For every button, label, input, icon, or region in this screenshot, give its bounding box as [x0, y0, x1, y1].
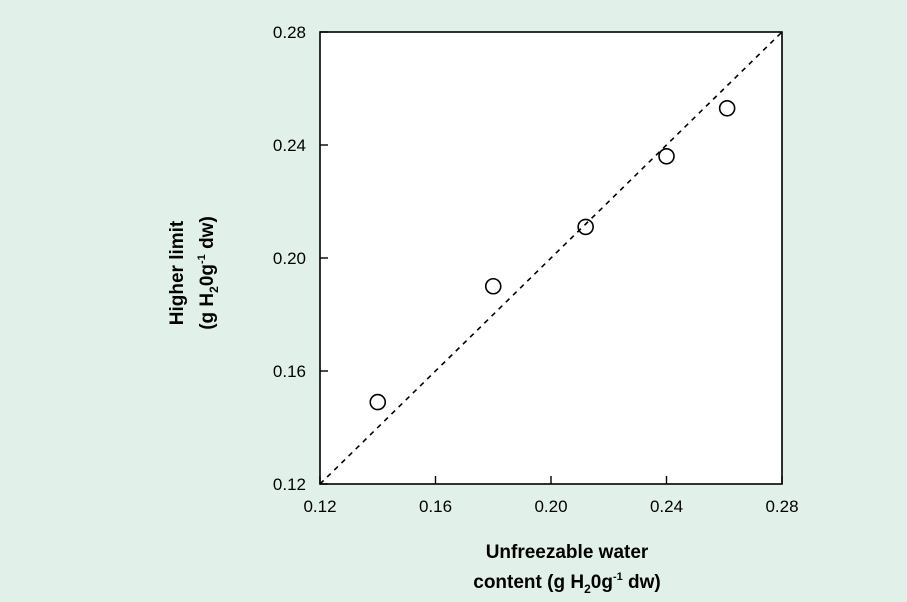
y-tick-label: 0.16 — [273, 362, 306, 381]
x-tick-label: 0.20 — [534, 497, 567, 516]
x-axis-title-line1: Unfreezable water — [486, 542, 649, 563]
plot-area: 0.12 0.16 0.20 0.24 0.28 0.12 0.16 0.20 0.24 0.2… — [273, 23, 799, 516]
y-tick-label: 0.20 — [273, 249, 306, 268]
x-tick-label: 0.12 — [303, 497, 336, 516]
y-tick-label: 0.12 — [273, 475, 306, 494]
data-point — [718, 99, 736, 117]
data-point — [369, 393, 387, 411]
x-tick-label: 0.28 — [765, 497, 798, 516]
x-tick-label: 0.24 — [650, 497, 683, 516]
data-point — [484, 277, 502, 295]
x-axis-title-line2: content (g H20g-1 dw) — [473, 571, 660, 596]
y-axis-title-line2: (g H20g-1 dw) — [196, 216, 221, 330]
y-axis-title-line1: Higher limit — [167, 220, 188, 325]
data-point — [577, 218, 594, 236]
y-tick-label: 0.28 — [273, 23, 306, 42]
data-points — [369, 99, 736, 411]
y-tick-label: 0.24 — [273, 136, 306, 155]
y-axis-ticks: 0.12 0.16 0.20 0.24 0.28 — [273, 23, 328, 494]
x-tick-label: 0.16 — [419, 497, 452, 516]
x-axis-ticks: 0.12 0.16 0.20 0.24 0.28 — [303, 476, 799, 516]
identity-reference-line — [319, 31, 783, 485]
data-point — [658, 148, 675, 165]
